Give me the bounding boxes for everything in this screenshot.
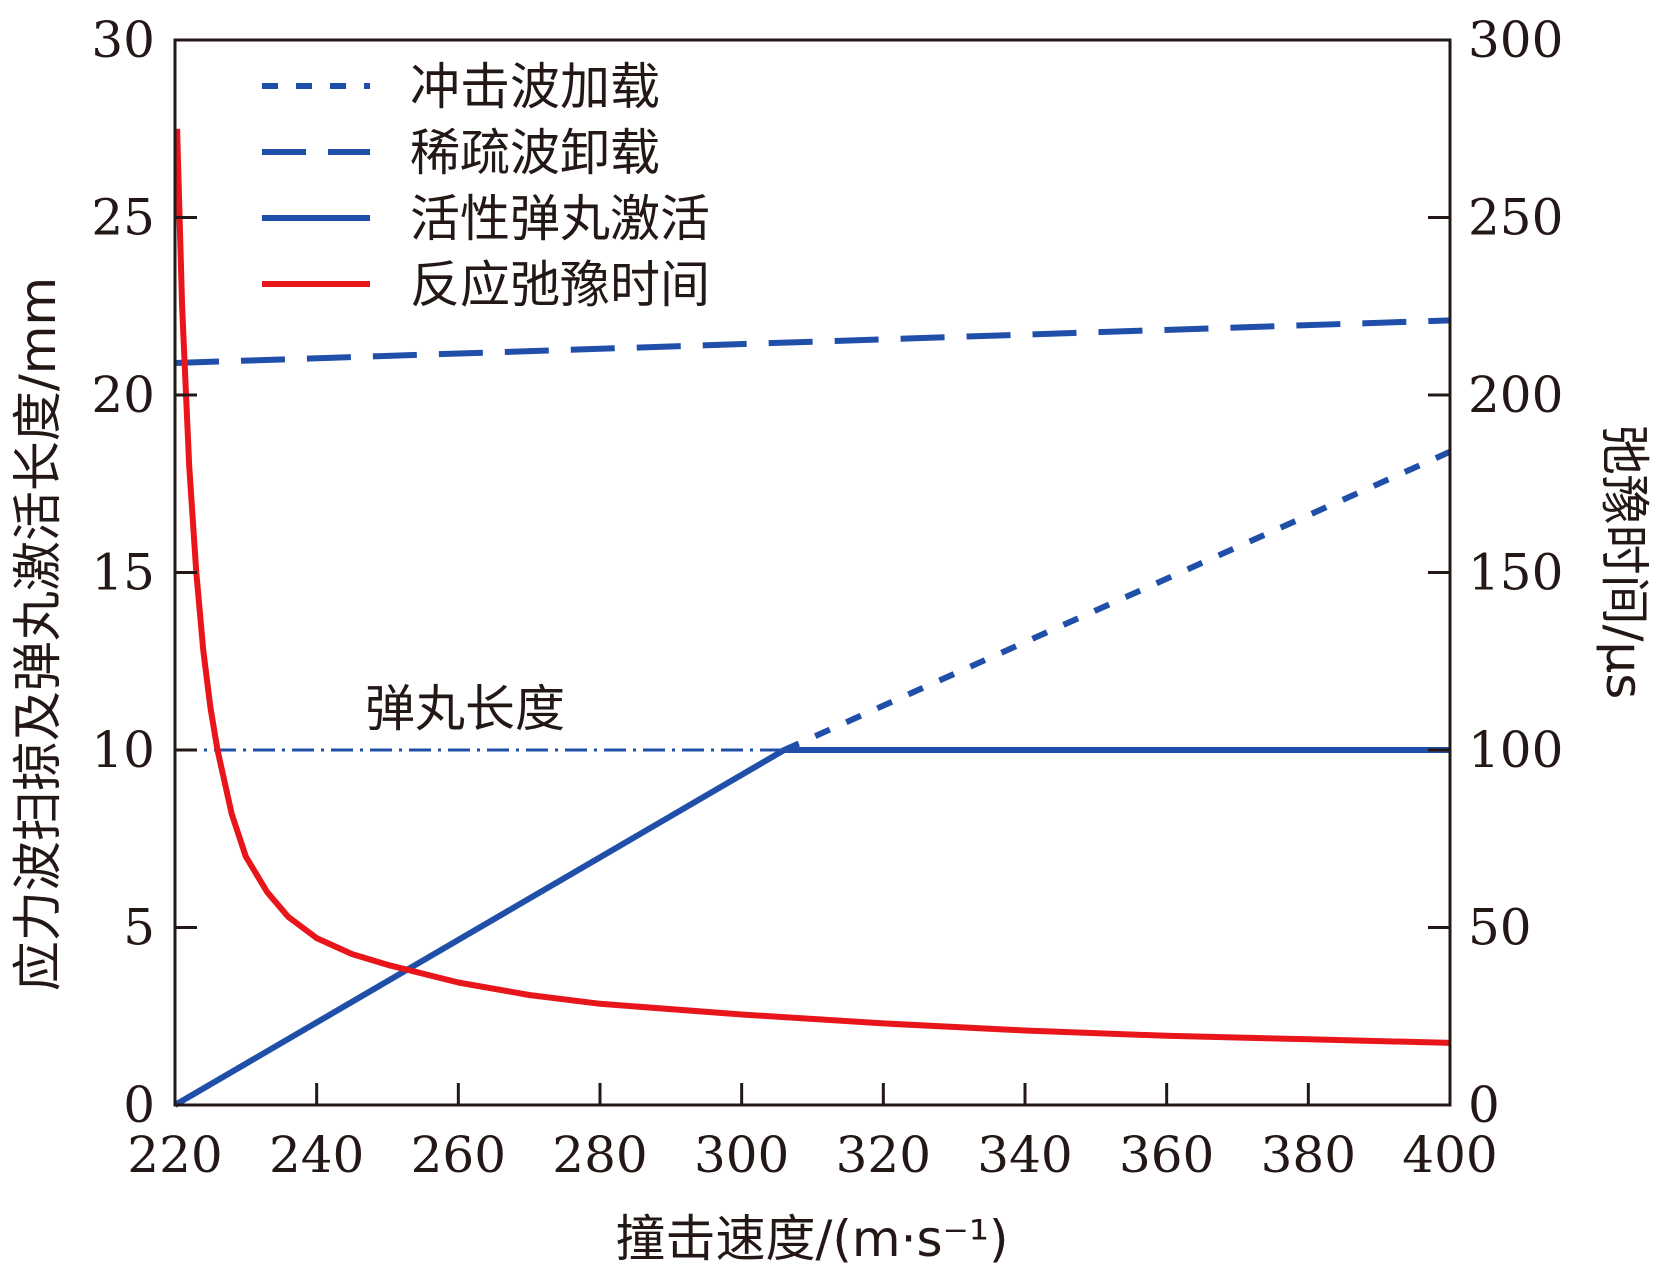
x-tick-label: 400 [1402,1126,1497,1184]
right-y-tick-label: 50 [1468,899,1532,957]
x-tick-label: 340 [977,1126,1072,1184]
series-shock-wave-loading [782,449,1452,753]
right-y-tick-label: 100 [1468,721,1563,779]
right-y-tick-label: 300 [1468,11,1563,69]
x-tick-label: 280 [552,1126,647,1184]
series-rarefaction-unloading [174,317,1451,366]
x-tick-label: 320 [836,1126,931,1184]
right-y-tick-label: 0 [1468,1076,1500,1134]
left-y-tick-label: 0 [123,1076,155,1134]
left-y-axis-title: 应力波扫掠及弹丸激活长度/mm [9,277,67,991]
x-tick-label: 380 [1261,1126,1356,1184]
left-y-tick-label: 20 [91,366,155,424]
x-tick-label: 300 [694,1126,789,1184]
legend-label: 冲击波加载 [410,58,660,116]
right-y-tick-label: 250 [1468,189,1563,247]
left-y-tick-label: 15 [91,544,155,602]
right-y-axis-title: 弛豫时间/μs [1595,425,1653,700]
right-y-tick-label: 200 [1468,366,1563,424]
plot-marks [173,128,1452,1108]
left-y-tick-label: 30 [91,11,155,69]
series-projectile-activation [173,747,1450,1108]
left-y-tick-label: 5 [123,899,155,957]
legend-label: 活性弹丸激活 [410,190,710,248]
legend-label: 稀疏波卸载 [410,124,660,182]
right-y-tick-label: 150 [1468,544,1563,602]
left-y-tick-label: 25 [91,189,155,247]
x-tick-label: 360 [1119,1126,1214,1184]
legend-label: 反应弛豫时间 [410,256,710,314]
axis-ticks: 220 240 260 280 300 320 340 360 380 4000510152025… [91,11,1563,1184]
x-tick-label: 260 [411,1126,506,1184]
left-y-tick-label: 10 [91,721,155,779]
series-relaxation-time [174,128,1451,1046]
x-tick-label: 240 [269,1126,364,1184]
x-tick-label: 220 [127,1126,222,1184]
x-axis-title: 撞击速度/(m·s⁻¹) [616,1210,1009,1268]
plot-frame [173,38,1452,1107]
projectile-length-annotation: 弹丸长度 [365,680,565,738]
